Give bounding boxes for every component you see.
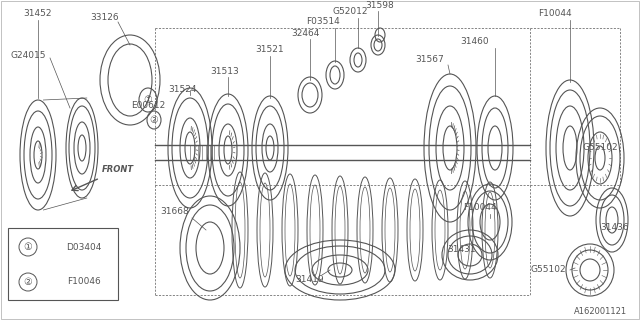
Text: 31452: 31452 — [24, 10, 52, 19]
Text: G55102: G55102 — [530, 266, 566, 275]
Text: ①: ① — [24, 242, 33, 252]
Text: 31524: 31524 — [169, 85, 197, 94]
Text: 31521: 31521 — [256, 45, 284, 54]
Text: G24015: G24015 — [10, 51, 45, 60]
Text: 31513: 31513 — [211, 68, 239, 76]
Text: F10044: F10044 — [463, 204, 497, 212]
Text: 31431: 31431 — [448, 245, 476, 254]
Text: G55102: G55102 — [582, 143, 618, 153]
Text: G52012: G52012 — [332, 7, 368, 17]
Text: 31668: 31668 — [161, 207, 189, 217]
Circle shape — [19, 238, 37, 256]
Text: 31436: 31436 — [601, 223, 629, 233]
Text: ②: ② — [150, 115, 158, 125]
Circle shape — [19, 273, 37, 291]
Text: D03404: D03404 — [67, 243, 102, 252]
Bar — [8, 228, 118, 300]
Text: 31419: 31419 — [296, 276, 324, 284]
Text: A162001121: A162001121 — [573, 308, 627, 316]
Text: 33126: 33126 — [91, 13, 119, 22]
Text: 32464: 32464 — [291, 29, 319, 38]
Text: F03514: F03514 — [306, 18, 340, 27]
Text: F10046: F10046 — [67, 277, 101, 286]
Text: 31598: 31598 — [365, 1, 394, 10]
Text: 31460: 31460 — [461, 37, 490, 46]
Text: 31567: 31567 — [415, 55, 444, 65]
Text: ①: ① — [143, 95, 152, 105]
Text: FRONT: FRONT — [102, 165, 134, 174]
Text: E00612: E00612 — [131, 100, 165, 109]
Text: F10044: F10044 — [538, 10, 572, 19]
Text: ②: ② — [24, 277, 33, 287]
